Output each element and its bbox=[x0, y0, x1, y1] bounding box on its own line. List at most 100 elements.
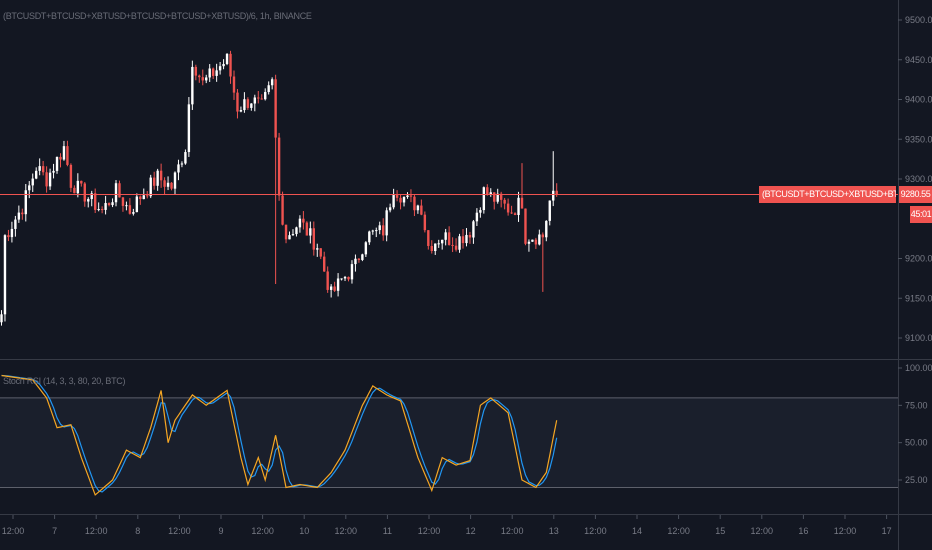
time-tick-label: 9 bbox=[218, 526, 223, 536]
candle bbox=[468, 234, 472, 238]
candle bbox=[326, 271, 329, 290]
candle bbox=[87, 199, 90, 202]
candle bbox=[80, 180, 83, 184]
candle bbox=[357, 258, 361, 260]
candle bbox=[506, 203, 510, 213]
candle bbox=[17, 212, 21, 220]
candle bbox=[378, 225, 381, 231]
candle bbox=[10, 228, 14, 238]
candle bbox=[284, 224, 288, 240]
candle bbox=[76, 180, 80, 194]
candle bbox=[152, 177, 156, 186]
time-tick-label: 12:00 bbox=[251, 526, 274, 536]
candle bbox=[187, 104, 191, 153]
candle bbox=[465, 234, 468, 244]
time-tick-label: 10 bbox=[299, 526, 309, 536]
candle bbox=[107, 203, 111, 206]
candle bbox=[444, 232, 447, 240]
candle bbox=[267, 85, 270, 93]
symbol-title[interactable]: (BTCUSDT+BTCUSD+XBTUSD+BTCUSD+BTCUSD+XBT… bbox=[3, 11, 312, 21]
candle bbox=[184, 152, 187, 164]
candle bbox=[205, 77, 208, 81]
candle bbox=[38, 166, 41, 171]
candle bbox=[239, 110, 243, 112]
candle bbox=[409, 195, 413, 197]
candle bbox=[270, 79, 274, 86]
candle bbox=[489, 192, 492, 195]
candle bbox=[111, 202, 114, 206]
candle bbox=[73, 187, 76, 194]
candle bbox=[371, 230, 374, 232]
candle bbox=[93, 193, 97, 210]
candle bbox=[132, 212, 135, 214]
candle bbox=[253, 97, 257, 104]
candle bbox=[229, 53, 232, 77]
candle bbox=[211, 68, 215, 76]
candle bbox=[118, 183, 121, 198]
time-axis[interactable]: 12:00 7 12:00 8 12:00 9 12:00 10 12:00 11 12:00 12 1… bbox=[2, 515, 892, 536]
time-tick-label: 12:00 bbox=[418, 526, 441, 536]
candle bbox=[440, 239, 444, 244]
time-tick-label: 12:00 bbox=[584, 526, 607, 536]
candle bbox=[159, 170, 163, 181]
candle bbox=[552, 190, 555, 201]
candle bbox=[361, 254, 364, 260]
stoch-d-line bbox=[1, 374, 558, 493]
candle bbox=[170, 182, 173, 189]
time-tick-label: 13 bbox=[549, 526, 559, 536]
price-tick-label: 9200.00 bbox=[905, 254, 932, 264]
time-tick-label: 12:00 bbox=[751, 526, 774, 536]
stoch-axis[interactable]: 100.00 75.00 50.00 25.00 bbox=[898, 363, 932, 485]
candle bbox=[545, 220, 548, 238]
candle bbox=[146, 195, 149, 197]
candles bbox=[0, 50, 558, 326]
candle bbox=[388, 207, 392, 211]
candle bbox=[510, 212, 513, 214]
time-tick-label: 12:00 bbox=[834, 526, 857, 536]
candle bbox=[7, 235, 10, 238]
candle bbox=[423, 214, 427, 231]
candle bbox=[305, 222, 309, 236]
candle bbox=[382, 225, 385, 236]
last-price-label: (BTCUSDT+BTCUSD+XBTUSD+BTCUSD+BTCUSD+... bbox=[759, 186, 896, 203]
candle bbox=[503, 199, 506, 204]
candle bbox=[524, 208, 527, 244]
time-tick-label: 7 bbox=[52, 526, 57, 536]
candle bbox=[274, 79, 277, 138]
candle bbox=[35, 170, 38, 179]
price-tick-label: 9450.00 bbox=[905, 55, 932, 65]
candle bbox=[14, 219, 17, 229]
indicator-title[interactable]: Stoch RSI (14, 3, 3, 80, 20, BTC) bbox=[3, 376, 126, 386]
candle bbox=[104, 203, 107, 210]
candle bbox=[416, 205, 420, 211]
candle bbox=[0, 314, 3, 323]
candle bbox=[329, 286, 333, 290]
stoch-k-line bbox=[1, 374, 558, 496]
candle bbox=[427, 230, 430, 246]
candle bbox=[173, 172, 177, 189]
candle bbox=[482, 187, 486, 211]
price-axis[interactable]: 9500.00 9450.00 9400.00 9350.00 9300.00 9200.… bbox=[898, 15, 932, 343]
time-tick-label: 16 bbox=[798, 526, 808, 536]
candle bbox=[343, 276, 347, 279]
candle bbox=[486, 187, 489, 195]
candle bbox=[55, 156, 59, 171]
candle bbox=[499, 193, 503, 200]
candle bbox=[479, 210, 482, 213]
candle bbox=[302, 218, 305, 223]
time-tick-label: 17 bbox=[882, 526, 892, 536]
candle bbox=[100, 209, 104, 211]
candle bbox=[454, 245, 458, 250]
candle bbox=[281, 195, 284, 225]
candle bbox=[451, 244, 454, 246]
candle bbox=[475, 212, 479, 222]
candle bbox=[257, 97, 260, 99]
candle bbox=[364, 242, 368, 255]
candle bbox=[520, 197, 524, 209]
candle bbox=[472, 221, 475, 238]
candle bbox=[350, 264, 354, 280]
candle bbox=[534, 239, 538, 245]
candle bbox=[461, 236, 465, 244]
candle bbox=[198, 75, 201, 78]
